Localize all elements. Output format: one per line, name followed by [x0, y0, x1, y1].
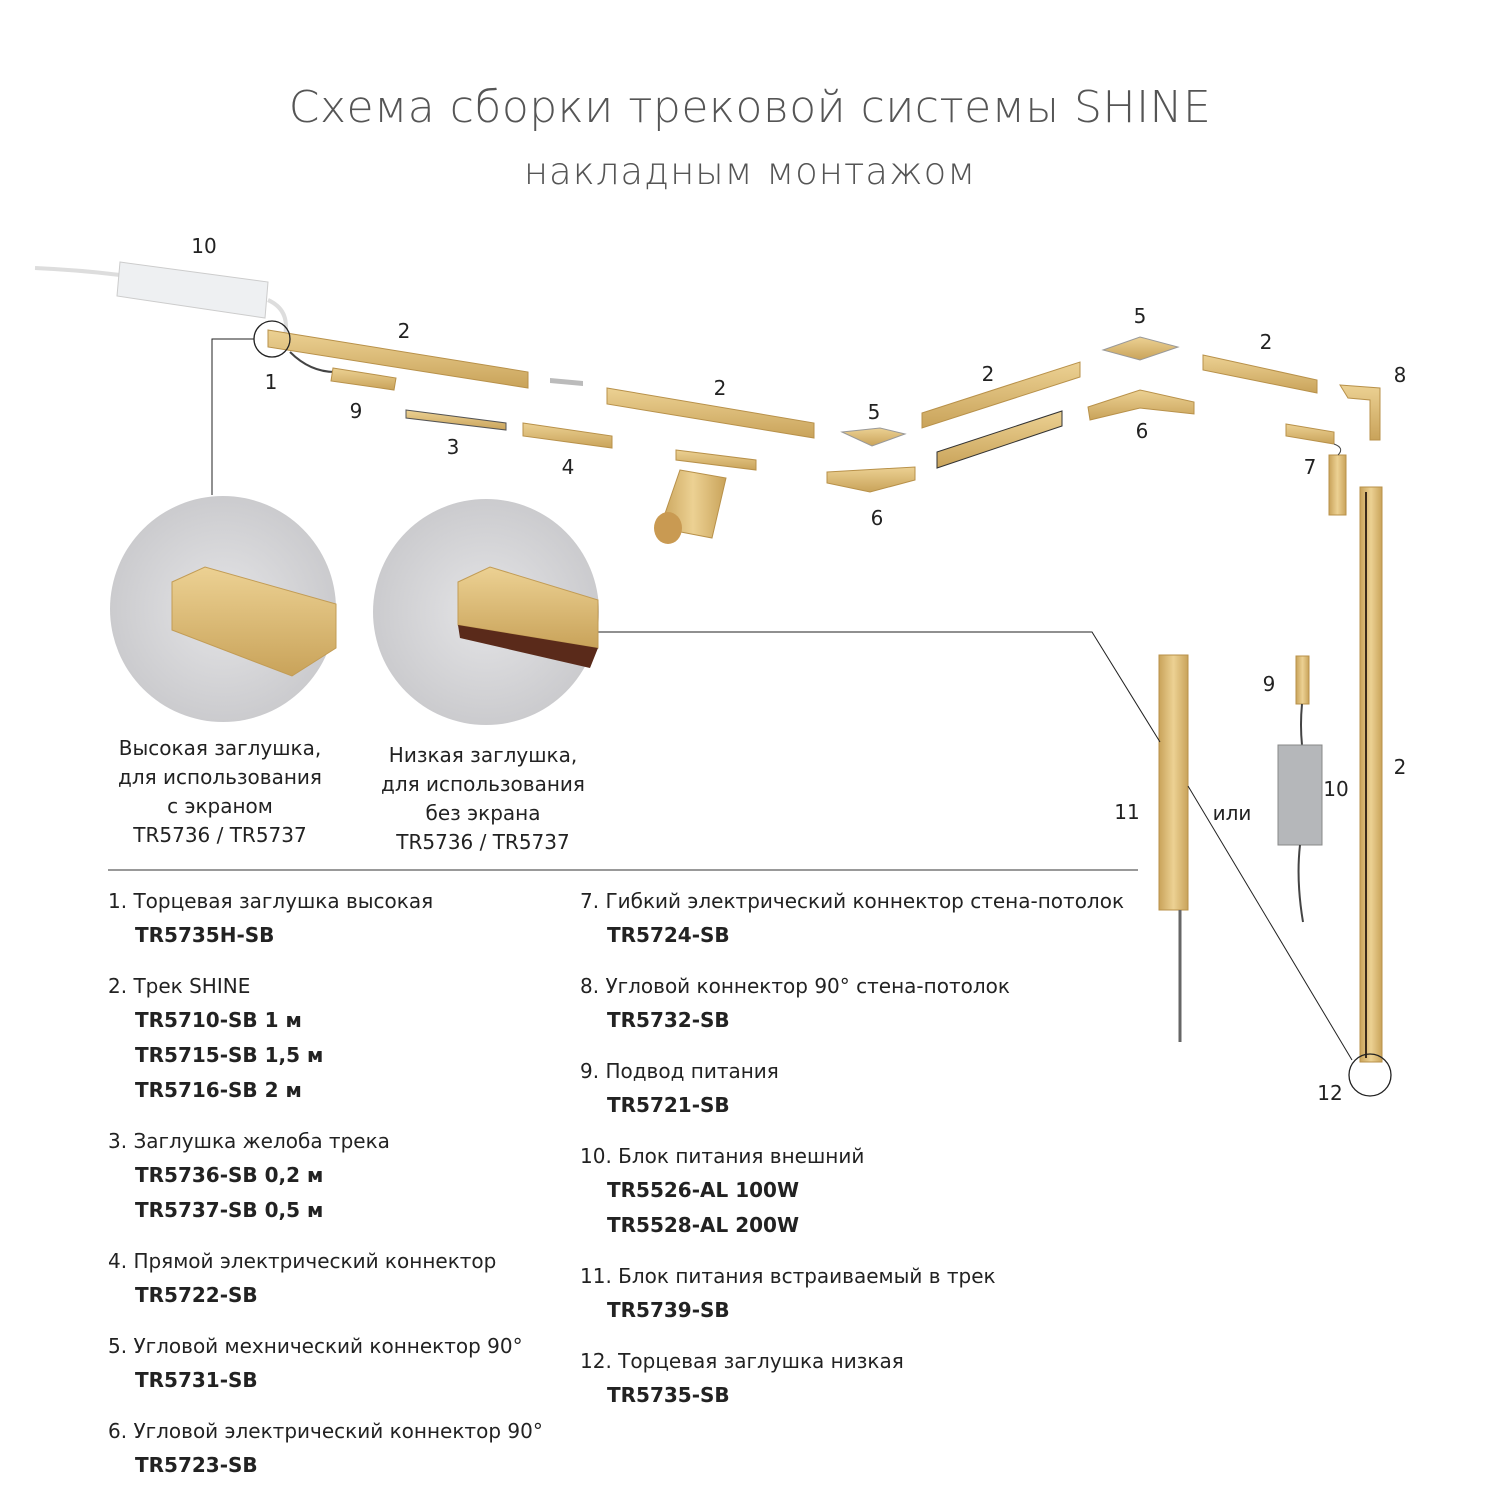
article-code: TR5721-SB: [607, 1093, 730, 1117]
legend-item-title: 3. Заглушка желоба трека: [108, 1129, 390, 1153]
vertical-track: [1359, 486, 1383, 1063]
callout-6: 6: [870, 506, 884, 530]
caption-line: с экраном: [167, 794, 273, 818]
article-code: TR5716-SB 2 м: [135, 1078, 302, 1102]
callout-8: 8: [1393, 363, 1407, 387]
track-1: [267, 329, 529, 389]
power-feed-9b: [1295, 655, 1310, 705]
straight-connector-4: [522, 422, 613, 449]
article-code: TR5735H-SB: [135, 923, 275, 947]
article-code: TR5731-SB: [135, 1368, 258, 1392]
caption-line: Низкая заглушка,: [388, 743, 578, 767]
elec-corner-6a: [826, 466, 916, 493]
callout-3: 3: [446, 435, 460, 459]
callout-11: 11: [1114, 800, 1140, 824]
legend-item-title: 8. Угловой коннектор 90° стена-потолок: [580, 974, 1010, 998]
caption-code: TR5736 / TR5737: [133, 823, 307, 847]
track-2: [606, 387, 815, 439]
spotlight: [654, 449, 757, 544]
article-code: TR5526-AL 100W: [607, 1178, 800, 1202]
legend-right: 7. Гибкий электрический коннектор стена-…: [580, 884, 1124, 1429]
legend-item: 10. Блок питания внешний TR5526-AL 100W TR…: [580, 1139, 1124, 1243]
end-cap-low-highlight: [1348, 1053, 1392, 1097]
track-3: [921, 361, 1081, 429]
mech-corner-5a: [840, 427, 907, 447]
legend-item-title: 6. Угловой электрический коннектор 90°: [108, 1419, 543, 1443]
caption-line: без экрана: [425, 801, 541, 825]
legend-item-title: 7. Гибкий электрический коннектор стена-…: [580, 889, 1125, 913]
builtin-power-supply-11: [1158, 654, 1189, 911]
legend-item: 11. Блок питания встраиваемый в трек TR57…: [580, 1259, 1124, 1328]
detail-caption-low: Низкая заглушка, для использования без э…: [353, 741, 613, 857]
legend-item: 3. Заглушка желоба трека TR5736-SB 0,2 м T…: [108, 1124, 543, 1228]
legend-item: 2. Трек SHINE TR5710-SB 1 м TR5715-SB 1,5 …: [108, 969, 543, 1108]
mech-corner-5b: [1101, 336, 1180, 361]
article-code: TR5739-SB: [607, 1298, 730, 1322]
legend-item: 5. Угловой мехнический коннектор 90° TR57…: [108, 1329, 543, 1398]
legend-item: 7. Гибкий электрический коннектор стена-…: [580, 884, 1124, 953]
flex-connector-7: [1285, 423, 1347, 516]
legend-item-title: 9. Подвод питания: [580, 1059, 779, 1083]
article-code: TR5737-SB 0,5 м: [135, 1198, 324, 1222]
callout-9: 9: [349, 399, 363, 423]
caption-code: TR5736 / TR5737: [396, 830, 570, 854]
linear-light: [936, 410, 1063, 469]
article-code: TR5710-SB 1 м: [135, 1008, 302, 1032]
callout-1: 1: [264, 370, 278, 394]
elec-corner-6b: [1087, 389, 1195, 421]
caption-line: для использования: [381, 772, 585, 796]
callout-2: 2: [1259, 330, 1273, 354]
channel-cover-3: [405, 409, 507, 431]
callout-2: 2: [713, 376, 727, 400]
callout-5: 5: [867, 400, 881, 424]
article-code: TR5528-AL 200W: [607, 1213, 800, 1237]
external-power-supply: [34, 261, 288, 336]
page-title: Схема сборки трековой системы SHINE: [288, 82, 1212, 133]
callout-9: 9: [1262, 672, 1276, 696]
legend-item-title: 10. Блок питания внешний: [580, 1144, 865, 1168]
callout-2: 2: [397, 319, 411, 343]
track-4: [1202, 354, 1318, 394]
legend-item-title: 5. Угловой мехнический коннектор 90°: [108, 1334, 523, 1358]
detail-caption-high: Высокая заглушка, для использования с эк…: [90, 734, 350, 850]
caption-line: для использования: [118, 765, 322, 789]
legend-item: 12. Торцевая заглушка низкая TR5735-SB: [580, 1344, 1124, 1413]
detail-high-cap: [110, 496, 337, 722]
legend-item-title: 12. Торцевая заглушка низкая: [580, 1349, 904, 1373]
callout-6: 6: [1135, 419, 1149, 443]
legend-item: 4. Прямой электрический коннектор TR5722-…: [108, 1244, 543, 1313]
detail-low-cap: [373, 499, 599, 725]
legend-item-title: 2. Трек SHINE: [108, 974, 251, 998]
article-code: TR5735-SB: [607, 1383, 730, 1407]
legend-item: 8. Угловой коннектор 90° стена-потолок TR…: [580, 969, 1124, 1038]
callout-10: 10: [191, 234, 217, 258]
callout-2: 2: [1393, 755, 1407, 779]
article-code: TR5722-SB: [135, 1283, 258, 1307]
legend-item: 6. Угловой электрический коннектор 90° TR…: [108, 1414, 543, 1483]
page-subtitle: накладным монтажом: [523, 150, 977, 193]
legend-left: 1. Торцевая заглушка высокая TR5735H-SB 2.…: [108, 884, 543, 1499]
power-feed-9: [330, 367, 397, 391]
callout-or: или: [1212, 801, 1252, 825]
caption-line: Высокая заглушка,: [118, 736, 322, 760]
article-code: TR5724-SB: [607, 923, 730, 947]
callout-2: 2: [981, 362, 995, 386]
legend-item-title: 1. Торцевая заглушка высокая: [108, 889, 434, 913]
article-code: TR5736-SB 0,2 м: [135, 1163, 324, 1187]
wall-ceiling-corner-8: [1339, 384, 1381, 441]
callout-10: 10: [1323, 777, 1349, 801]
legend-item-title: 4. Прямой электрический коннектор: [108, 1249, 497, 1273]
legend-item: 9. Подвод питания TR5721-SB: [580, 1054, 1124, 1123]
external-power-supply-10b: [1277, 744, 1323, 846]
article-code: TR5715-SB 1,5 м: [135, 1043, 324, 1067]
callout-12: 12: [1317, 1081, 1343, 1105]
legend-item: 1. Торцевая заглушка высокая TR5735H-SB: [108, 884, 543, 953]
callout-5: 5: [1133, 304, 1147, 328]
article-code: TR5723-SB: [135, 1453, 258, 1477]
legend-item-title: 11. Блок питания встраиваемый в трек: [580, 1264, 996, 1288]
callout-7: 7: [1303, 455, 1317, 479]
article-code: TR5732-SB: [607, 1008, 730, 1032]
callout-4: 4: [561, 455, 575, 479]
